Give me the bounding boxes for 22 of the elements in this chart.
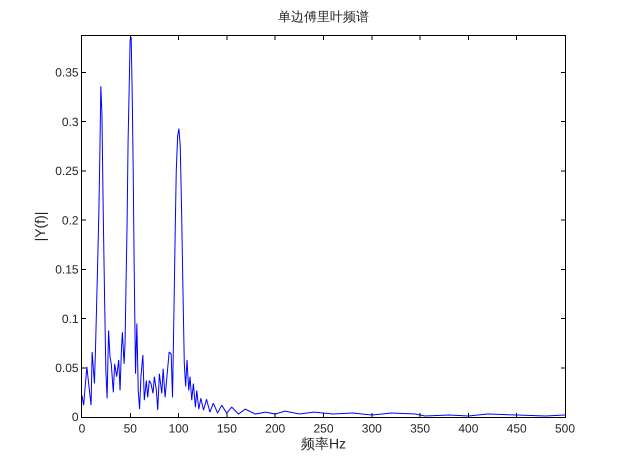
x-tick-label: 500 — [554, 421, 576, 436]
x-tick-label: 250 — [313, 421, 334, 436]
x-tick-label: 400 — [458, 421, 479, 436]
y-tick-label: 0.2 — [62, 213, 79, 228]
line-series — [82, 36, 565, 417]
y-tick-label: 0.3 — [62, 114, 79, 129]
chart-title: 单边傅里叶频谱 — [278, 8, 369, 24]
x-tick-label: 350 — [410, 421, 430, 436]
x-tick-label: 50 — [124, 421, 138, 436]
y-tick-label: 0.35 — [55, 66, 79, 80]
x-tick-label: 200 — [265, 421, 286, 436]
y-tick-label: 0.1 — [62, 312, 79, 326]
x-tick-label: 300 — [362, 421, 382, 436]
x-axis-title: 频率Hz — [300, 435, 346, 452]
x-tick-label: 100 — [168, 421, 189, 436]
y-tick-label: 0.25 — [55, 164, 79, 178]
x-tick-label: 450 — [506, 421, 528, 436]
y-tick-label: 0 — [72, 410, 79, 424]
y-axis-title: |Y(f)| — [32, 212, 48, 242]
y-tick-label: 0.05 — [55, 360, 79, 375]
y-tick-label: 0.15 — [55, 262, 79, 277]
x-tick-label: 150 — [216, 421, 238, 436]
